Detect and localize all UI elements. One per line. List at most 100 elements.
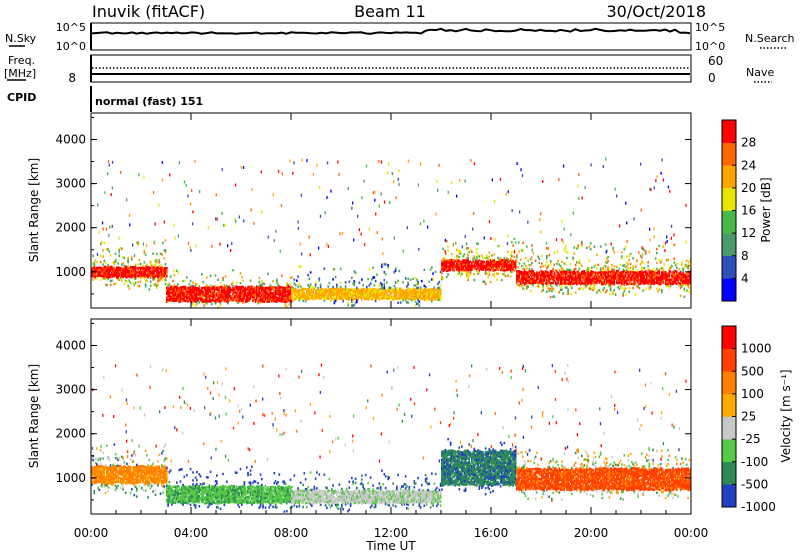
data-cell — [482, 264, 484, 267]
data-cell — [632, 278, 634, 282]
data-cell — [157, 277, 159, 281]
data-cell — [542, 265, 544, 268]
data-cell — [283, 292, 286, 296]
data-cell — [214, 294, 217, 297]
data-cell — [166, 466, 168, 469]
data-cell — [128, 269, 131, 272]
scatter-cell — [562, 240, 565, 244]
data-cell — [144, 483, 147, 486]
data-cell — [93, 275, 96, 279]
data-cell — [124, 271, 127, 274]
data-cell — [123, 476, 126, 480]
data-cell — [424, 293, 427, 297]
data-cell — [417, 294, 419, 298]
data-cell — [229, 287, 232, 290]
data-cell — [141, 272, 143, 276]
data-cell — [153, 266, 156, 269]
data-cell — [264, 286, 267, 290]
data-cell — [628, 254, 631, 258]
data-cell — [537, 255, 539, 258]
data-cell — [447, 259, 449, 262]
data-cell — [656, 277, 658, 281]
data-cell — [201, 291, 203, 294]
data-cell — [147, 472, 149, 475]
data-cell — [449, 264, 452, 268]
scatter-cell — [395, 196, 397, 200]
nave-tick-60: 60 — [708, 54, 723, 68]
data-cell — [303, 291, 306, 295]
data-cell — [246, 292, 248, 295]
data-cell — [688, 280, 691, 283]
data-cell — [169, 491, 172, 494]
data-cell — [522, 241, 524, 245]
data-cell — [451, 260, 453, 264]
data-cell — [192, 285, 194, 288]
data-cell — [173, 269, 176, 273]
data-cell — [501, 268, 503, 272]
data-cell — [148, 266, 151, 269]
data-cell — [412, 291, 414, 294]
data-cell — [443, 267, 446, 270]
data-cell — [572, 258, 574, 262]
scatter-cell — [351, 206, 353, 210]
data-cell — [187, 300, 189, 303]
data-cell — [158, 471, 161, 474]
data-cell — [178, 298, 181, 302]
data-cell — [394, 297, 397, 300]
data-cell — [363, 293, 366, 297]
data-cell — [407, 301, 409, 304]
data-cell — [637, 271, 639, 274]
scatter-cell — [642, 253, 644, 256]
data-cell — [619, 273, 622, 276]
data-cell — [139, 478, 142, 482]
data-cell — [498, 262, 501, 266]
data-cell — [312, 292, 314, 295]
data-cell — [259, 291, 262, 294]
data-cell — [168, 293, 171, 296]
data-cell — [207, 286, 209, 289]
data-cell — [506, 256, 508, 260]
data-cell — [622, 292, 624, 295]
data-cell — [112, 267, 114, 270]
data-cell — [556, 282, 558, 285]
data-cell — [149, 476, 152, 480]
data-cell — [622, 276, 624, 279]
data-cell — [566, 276, 568, 279]
data-cell — [282, 292, 284, 295]
data-cell — [96, 276, 98, 280]
data-cell — [558, 279, 561, 282]
data-cell — [501, 267, 503, 270]
data-cell — [609, 287, 612, 290]
data-cell — [339, 285, 342, 288]
data-cell — [546, 284, 548, 288]
data-cell — [663, 263, 666, 266]
data-cell — [499, 256, 502, 260]
data-cell — [253, 292, 256, 295]
data-cell — [287, 291, 289, 295]
data-cell — [149, 474, 152, 478]
data-cell — [312, 296, 314, 299]
data-cell — [183, 491, 186, 494]
data-cell — [121, 273, 123, 276]
data-cell — [131, 472, 133, 475]
data-cell — [409, 292, 412, 295]
data-cell — [117, 472, 119, 475]
data-cell — [282, 298, 284, 301]
scatter-cell — [174, 236, 176, 240]
data-cell — [172, 493, 174, 496]
data-cell — [437, 298, 439, 302]
data-cell — [289, 288, 292, 291]
data-cell — [244, 298, 247, 302]
data-cell — [608, 270, 611, 273]
data-cell — [393, 298, 396, 302]
data-cell — [139, 274, 142, 278]
data-cell — [93, 476, 96, 479]
data-cell — [683, 289, 686, 292]
data-cell — [229, 299, 232, 302]
data-cell — [174, 499, 177, 502]
data-cell — [622, 280, 624, 283]
data-cell — [383, 296, 386, 300]
data-cell — [217, 300, 219, 303]
data-cell — [599, 277, 602, 280]
scatter-cell — [118, 250, 120, 254]
